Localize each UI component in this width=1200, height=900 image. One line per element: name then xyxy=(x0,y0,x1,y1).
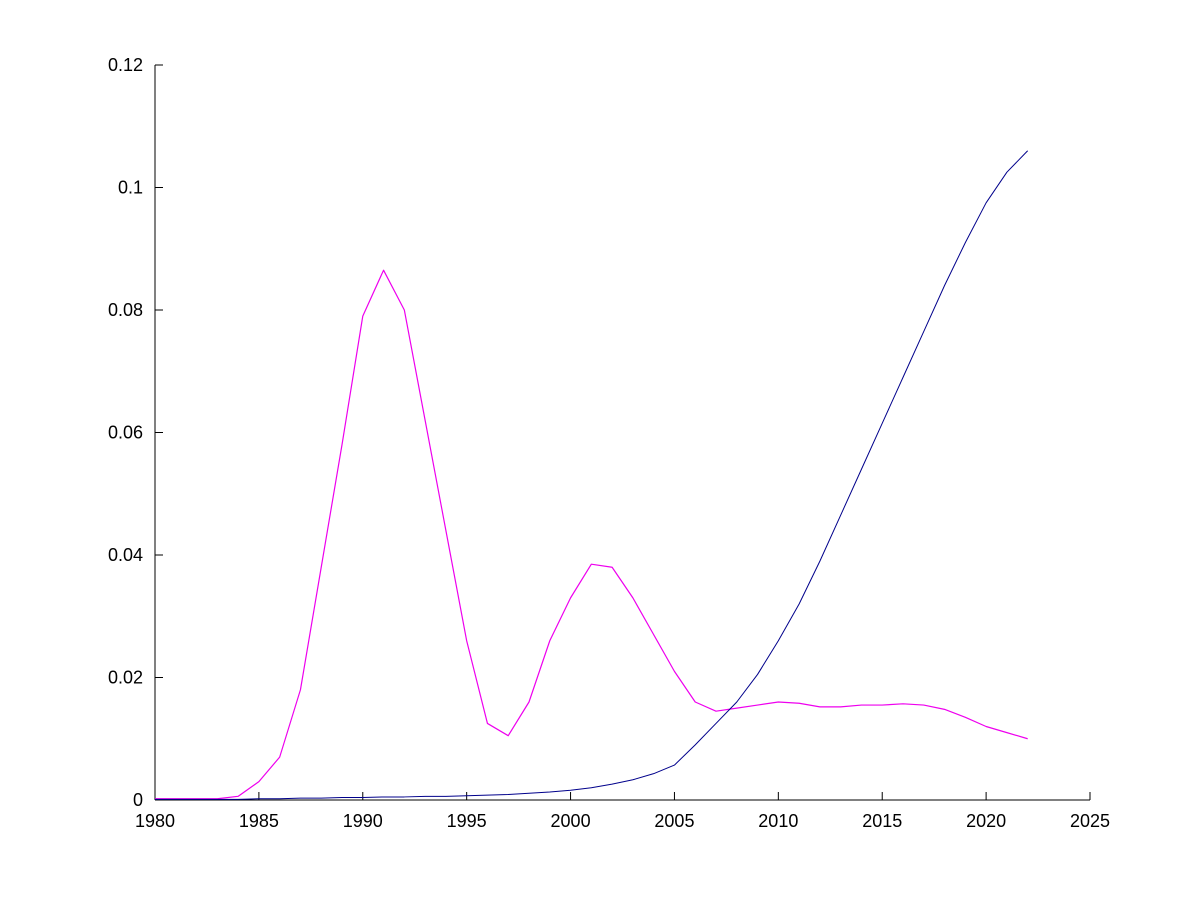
y-tick-label: 0.02 xyxy=(108,668,143,688)
y-tick-label: 0.12 xyxy=(108,55,143,75)
x-tick-label: 2005 xyxy=(654,811,694,831)
x-tick-label: 1985 xyxy=(239,811,279,831)
y-tick-label: 0.04 xyxy=(108,545,143,565)
x-tick-label: 2010 xyxy=(758,811,798,831)
y-tick-label: 0 xyxy=(133,790,143,810)
x-tick-label: 2000 xyxy=(551,811,591,831)
x-tick-label: 2025 xyxy=(1070,811,1110,831)
y-tick-label: 0.1 xyxy=(118,178,143,198)
magenta-series xyxy=(155,269,1028,800)
blue-series xyxy=(155,150,1029,800)
x-tick-label: 2020 xyxy=(966,811,1006,831)
x-tick-label: 2015 xyxy=(862,811,902,831)
x-tick-label: 1995 xyxy=(447,811,487,831)
y-tick-label: 0.08 xyxy=(108,300,143,320)
y-tick-label: 0.06 xyxy=(108,423,143,443)
x-tick-label: 1980 xyxy=(135,811,175,831)
x-tick-label: 1990 xyxy=(343,811,383,831)
